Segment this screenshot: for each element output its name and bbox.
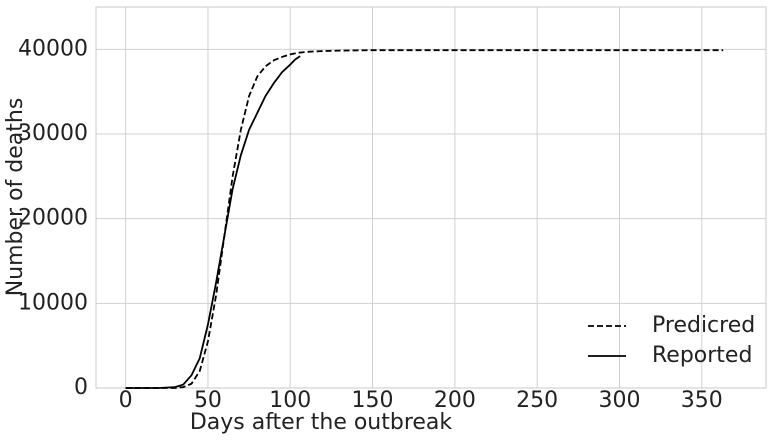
data-line xyxy=(125,55,301,389)
y-tick-label: 40000 xyxy=(18,36,88,61)
x-tick-label: 300 xyxy=(598,388,640,413)
x-tick-label: 250 xyxy=(516,388,558,413)
y-tick-label: 20000 xyxy=(18,206,88,231)
y-tick-label: 0 xyxy=(74,375,88,400)
x-tick-label: 100 xyxy=(269,388,311,413)
y-axis-label: Number of deaths xyxy=(3,98,28,297)
legend-label: Reported xyxy=(652,343,752,368)
legend-label: Predicred xyxy=(652,313,755,338)
x-tick-label: 0 xyxy=(119,388,133,413)
x-tick-label: 150 xyxy=(352,388,394,413)
plot-frame xyxy=(95,6,767,389)
y-tick-label: 30000 xyxy=(18,121,88,146)
x-tick-label: 200 xyxy=(434,388,476,413)
data-line xyxy=(125,49,724,389)
x-tick-label: 50 xyxy=(194,388,222,413)
x-axis-label: Days after the outbreak xyxy=(190,410,453,435)
y-tick-label: 10000 xyxy=(18,290,88,315)
x-tick-label: 350 xyxy=(681,388,723,413)
